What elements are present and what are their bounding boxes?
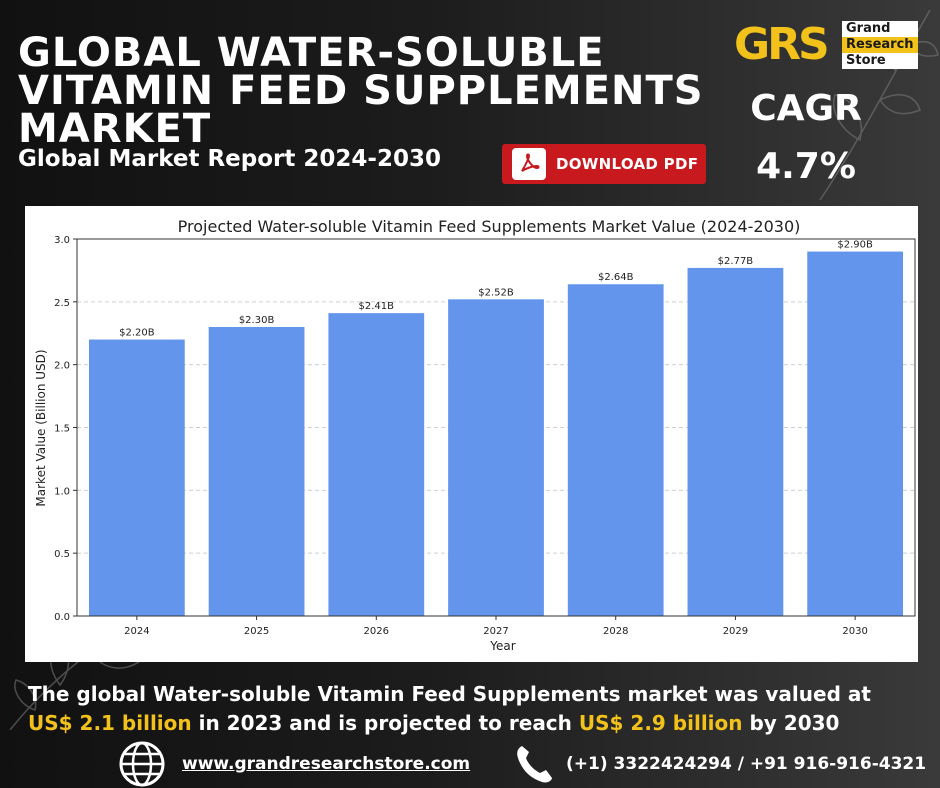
- logo-line-research: Research: [842, 37, 918, 53]
- grand-research-store-logo: GRS Grand Research Store: [734, 20, 932, 70]
- logo-line-grand: Grand: [842, 21, 918, 37]
- market-summary: The global Water-soluble Vitamin Feed Su…: [28, 680, 928, 738]
- summary-mid: in 2023 and is projected to reach: [191, 711, 579, 735]
- report-title: GLOBAL WATER-SOLUBLE VITAMIN FEED SUPPLE…: [18, 30, 704, 152]
- website-link[interactable]: www.grandresearchstore.com: [182, 754, 471, 774]
- y-tick-label: 3.0: [54, 235, 70, 246]
- logo-mark: GRS: [734, 19, 830, 70]
- globe-icon: [119, 741, 165, 787]
- bar-2028: [567, 284, 664, 616]
- data-label-2028: $2.64B: [598, 272, 634, 283]
- bar-2030: [807, 251, 904, 617]
- data-label-2026: $2.41B: [359, 301, 395, 312]
- download-pdf-button[interactable]: DOWNLOAD PDF: [502, 144, 706, 184]
- bar-2024: [88, 339, 185, 616]
- y-tick-label: 2.0: [54, 361, 70, 372]
- data-label-2025: $2.30B: [239, 315, 275, 326]
- logo-line-store: Store: [842, 53, 918, 69]
- chart-title: Projected Water-soluble Vitamin Feed Sup…: [178, 217, 801, 236]
- data-label-2027: $2.52B: [478, 287, 514, 298]
- plot-frame: [76, 238, 916, 617]
- y-tick-label: 0.0: [54, 612, 70, 623]
- download-pdf-label: DOWNLOAD PDF: [556, 155, 699, 173]
- cagr-label: CAGR: [750, 88, 862, 129]
- value-2023: US$ 2.1 billion: [28, 711, 192, 735]
- y-tick-label: 1.5: [54, 424, 70, 435]
- data-label-2029: $2.77B: [718, 256, 754, 267]
- x-tick-label-2030: 2030: [842, 626, 867, 637]
- summary-line1: The global Water-soluble Vitamin Feed Su…: [28, 682, 871, 706]
- x-tick-label-2025: 2025: [244, 626, 269, 637]
- x-tick-label-2029: 2029: [723, 626, 748, 637]
- x-tick-label-2024: 2024: [124, 626, 149, 637]
- x-tick-label-2027: 2027: [483, 626, 508, 637]
- y-tick-label: 1.0: [54, 486, 70, 497]
- y-axis-label: Market Value (Billion USD): [34, 349, 48, 506]
- cagr-value: 4.7%: [756, 146, 856, 187]
- data-label-2024: $2.20B: [119, 328, 155, 339]
- x-tick-label-2028: 2028: [603, 626, 628, 637]
- report-subtitle: Global Market Report 2024-2030: [18, 146, 441, 172]
- bar-2026: [328, 313, 425, 616]
- value-2030: US$ 2.9 billion: [578, 711, 743, 735]
- chart-card: Projected Water-soluble Vitamin Feed Sup…: [25, 206, 918, 662]
- phone-numbers: (+1) 3322424294 / +91 916-916-4321: [566, 754, 927, 774]
- pdf-icon: [512, 148, 546, 180]
- bar-2025: [208, 326, 305, 616]
- x-axis-label: Year: [489, 639, 515, 653]
- y-tick-label: 2.5: [54, 298, 70, 309]
- x-tick-label-2026: 2026: [364, 626, 389, 637]
- data-label-2030: $2.90B: [837, 240, 873, 251]
- bar-2029: [687, 267, 784, 616]
- bar-2027: [448, 299, 544, 616]
- market-value-bar-chart: Projected Water-soluble Vitamin Feed Sup…: [34, 217, 916, 653]
- logo-text: Grand Research Store: [842, 21, 918, 69]
- phone-icon: [517, 746, 552, 783]
- y-tick-label: 0.5: [54, 549, 70, 560]
- summary-end: by 2030: [742, 711, 840, 735]
